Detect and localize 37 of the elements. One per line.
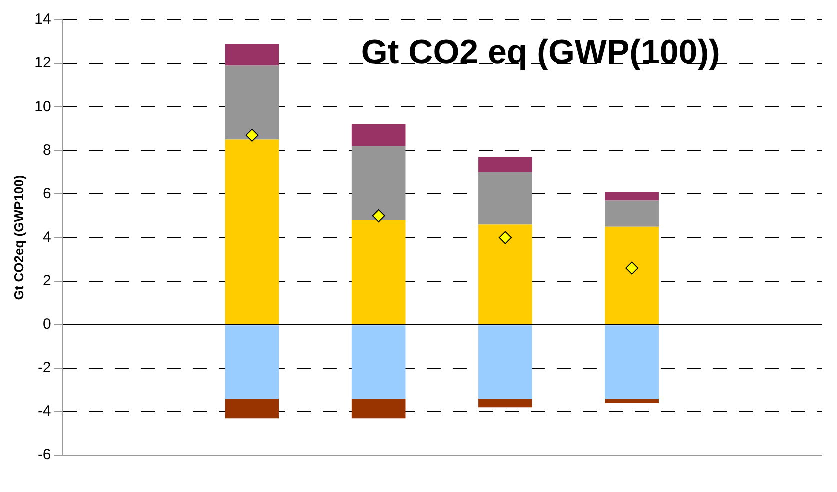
chart-title: Gt CO2 eq (GWP(100)) xyxy=(361,33,720,72)
point xyxy=(246,128,259,142)
bar xyxy=(225,140,280,324)
y-tick-label: 2 xyxy=(42,272,52,290)
y-tick-label: 6 xyxy=(42,185,52,202)
point xyxy=(626,262,639,275)
y-tick-label: 10 xyxy=(34,98,52,116)
bar xyxy=(225,66,280,140)
bar xyxy=(352,220,406,324)
point xyxy=(372,210,386,223)
bar xyxy=(352,398,406,419)
bar xyxy=(605,226,659,324)
bar xyxy=(478,224,532,324)
bar xyxy=(225,398,280,419)
point xyxy=(498,231,512,244)
bar xyxy=(478,157,532,172)
y-tick-label: 4 xyxy=(42,228,52,246)
y-tick-label: -4 xyxy=(38,403,52,420)
y-tick-label: 14 xyxy=(34,11,52,28)
y-tick-label: 0 xyxy=(42,316,52,334)
y-tick-label: 8 xyxy=(42,142,52,159)
bar xyxy=(605,326,659,399)
bar xyxy=(352,146,406,220)
y-tick-label: -2 xyxy=(38,360,52,377)
y-tick-label: -6 xyxy=(38,446,52,464)
bar xyxy=(352,326,406,399)
bar xyxy=(478,326,532,399)
bar xyxy=(478,172,532,225)
bar xyxy=(225,326,280,399)
bar xyxy=(225,44,280,66)
bar xyxy=(352,124,406,146)
bar xyxy=(605,200,659,227)
y-axis-title: Gt CO2eq (GWP100) xyxy=(11,175,26,300)
bar xyxy=(605,192,659,201)
y-tick-label: 12 xyxy=(34,54,52,72)
bar xyxy=(605,398,659,404)
bar xyxy=(478,398,532,408)
